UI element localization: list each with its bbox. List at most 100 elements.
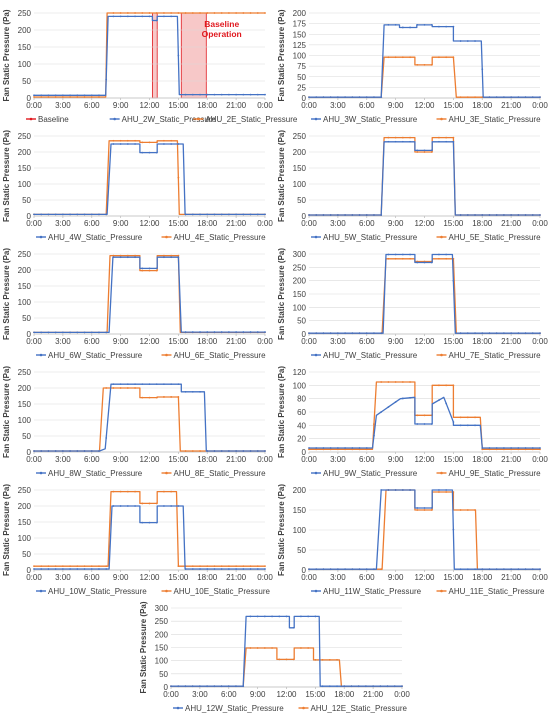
series-marker bbox=[315, 447, 318, 449]
series-marker bbox=[481, 214, 484, 216]
x-tick-label: 9:00 bbox=[113, 101, 129, 110]
series-marker bbox=[256, 615, 259, 618]
series-marker bbox=[40, 568, 43, 570]
series-marker bbox=[249, 213, 252, 216]
x-tick-label: 21:00 bbox=[226, 337, 247, 346]
series-marker bbox=[466, 214, 469, 216]
series-line-AHU_9E_Static_Pressure bbox=[309, 381, 540, 450]
x-tick-label: 0:00 bbox=[26, 337, 42, 346]
x-tick-label: 3:00 bbox=[55, 219, 71, 228]
y-tick-label: 0 bbox=[164, 683, 169, 692]
series-marker bbox=[495, 568, 498, 571]
series-marker bbox=[191, 12, 194, 14]
chart-svg-ahu8: 0 50 100 150 200 250 0:00 3:00 6:00 9:00 12:00 15:0… bbox=[2, 366, 273, 478]
chart-ahu8: 0 50 100 150 200 250 0:00 3:00 6:00 9:00 12:00 15:0… bbox=[0, 364, 275, 482]
x-tick-label: 0:00 bbox=[26, 455, 42, 464]
series-marker bbox=[263, 647, 266, 649]
series-marker bbox=[184, 390, 187, 393]
x-tick-label: 0:00 bbox=[301, 573, 317, 582]
legend-marker bbox=[165, 589, 168, 593]
series-marker bbox=[358, 448, 361, 451]
series-marker bbox=[322, 448, 325, 451]
series-marker bbox=[112, 387, 115, 389]
series-marker bbox=[213, 565, 216, 568]
series-marker bbox=[394, 381, 397, 383]
chart-ahu4: 0 50 100 150 200 250 0:00 3:00 6:00 9:00 12:00 15:0… bbox=[0, 128, 275, 246]
series-marker bbox=[452, 136, 455, 139]
series-marker bbox=[264, 213, 266, 216]
series-marker bbox=[466, 96, 469, 99]
legend-label: AHU_8W_Static_Pressure bbox=[48, 469, 143, 478]
series-marker bbox=[33, 331, 35, 334]
series-marker bbox=[401, 56, 404, 59]
series-marker bbox=[177, 505, 180, 507]
series-marker bbox=[380, 381, 383, 383]
y-tick-label: 200 bbox=[18, 502, 32, 511]
series-marker bbox=[177, 565, 180, 568]
series-marker bbox=[256, 331, 259, 333]
series-marker bbox=[308, 332, 310, 335]
series-marker bbox=[343, 685, 346, 688]
series-marker bbox=[148, 141, 151, 144]
y-tick-label: 50 bbox=[22, 550, 31, 559]
series-marker bbox=[235, 331, 238, 333]
series-marker bbox=[126, 15, 129, 18]
series-marker bbox=[365, 96, 368, 99]
series-marker bbox=[83, 331, 86, 334]
series-marker bbox=[488, 568, 491, 571]
series-marker bbox=[242, 450, 245, 452]
series-marker bbox=[76, 565, 79, 568]
x-tick-label: 9:00 bbox=[113, 455, 129, 464]
x-tick-label: 9:00 bbox=[113, 573, 129, 582]
series-marker bbox=[170, 139, 173, 142]
series-marker bbox=[350, 685, 353, 688]
series-marker bbox=[539, 332, 541, 335]
series-marker bbox=[264, 331, 266, 333]
series-marker bbox=[387, 406, 390, 408]
series-line-AHU_12E_Static_Pressure bbox=[171, 647, 402, 687]
series-marker bbox=[170, 254, 173, 257]
series-line-AHU_10E_Static_Pressure bbox=[34, 490, 265, 567]
series-marker bbox=[105, 568, 108, 570]
series-marker bbox=[495, 214, 498, 216]
series-marker bbox=[33, 94, 35, 97]
y-tick-label: 100 bbox=[18, 416, 32, 425]
series-marker bbox=[394, 140, 397, 143]
series-marker bbox=[401, 489, 404, 491]
series-marker bbox=[510, 448, 513, 451]
series-marker bbox=[213, 568, 216, 570]
x-tick-label: 18:00 bbox=[334, 690, 355, 699]
series-marker bbox=[235, 213, 238, 216]
legend-label: AHU_9W_Static_Pressure bbox=[323, 469, 418, 478]
x-tick-label: 3:00 bbox=[192, 690, 208, 699]
series-marker bbox=[249, 93, 252, 96]
series-marker bbox=[112, 490, 115, 493]
chart-svg-ahu12: 0 50 100 150 200 250 300 0:00 3:00 6:00 9:00 12:00 1… bbox=[139, 601, 410, 713]
series-marker bbox=[423, 63, 426, 66]
x-tick-label: 12:00 bbox=[139, 455, 160, 464]
x-tick-label: 9:00 bbox=[250, 690, 266, 699]
series-marker bbox=[517, 448, 520, 451]
legend-marker bbox=[165, 353, 168, 357]
series-marker bbox=[430, 261, 433, 264]
series-marker bbox=[228, 213, 230, 216]
series-marker bbox=[249, 565, 252, 568]
chart-svg-ahu6: 0 50 100 150 200 250 0:00 3:00 6:00 9:00 12:00 15:0… bbox=[2, 248, 273, 360]
series-marker bbox=[452, 25, 455, 28]
x-tick-label: 6:00 bbox=[359, 337, 375, 346]
x-tick-label: 12:00 bbox=[139, 219, 160, 228]
series-marker bbox=[322, 214, 325, 216]
x-tick-label: 9:00 bbox=[113, 219, 129, 228]
series-marker bbox=[170, 12, 173, 14]
series-marker bbox=[83, 568, 86, 570]
series-marker bbox=[119, 505, 122, 507]
series-marker bbox=[380, 214, 383, 216]
series-marker bbox=[438, 491, 440, 493]
series-marker bbox=[336, 568, 339, 571]
series-marker bbox=[235, 93, 238, 96]
series-marker bbox=[474, 40, 476, 42]
series-marker bbox=[401, 685, 403, 688]
y-tick-label: 300 bbox=[155, 604, 169, 613]
series-marker bbox=[213, 685, 216, 688]
series-marker bbox=[380, 411, 383, 413]
